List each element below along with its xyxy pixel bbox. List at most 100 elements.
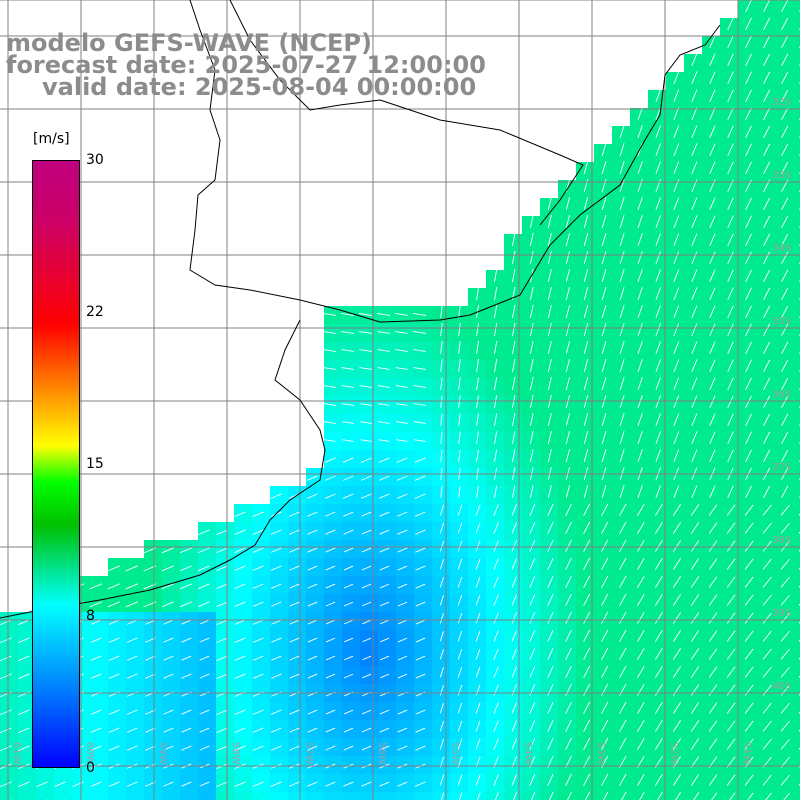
wind-arrow [18, 673, 30, 680]
wind-arrow [343, 601, 354, 607]
wind-arrow [693, 792, 700, 800]
wind-arrow [415, 565, 426, 571]
wind-arrow [457, 666, 463, 678]
wind-arrow [126, 709, 138, 715]
wind-arrow [476, 449, 479, 462]
wind-arrow [181, 619, 192, 625]
wind-arrow [762, 612, 772, 624]
wind-arrow [745, 323, 752, 336]
wind-arrow [270, 547, 282, 553]
wind-arrow [547, 268, 552, 283]
wind-arrow [529, 648, 536, 660]
wind-arrow [673, 269, 680, 283]
wind-arrow [639, 791, 645, 800]
wind-arrow [619, 161, 625, 175]
wind-arrow [781, 413, 789, 426]
wind-arrow [179, 583, 192, 590]
wind-arrow [511, 268, 516, 283]
wind-arrow [378, 475, 390, 481]
wind-arrow [565, 196, 571, 211]
wind-arrow [458, 340, 461, 355]
wind-arrow [359, 403, 372, 406]
wind-arrow [511, 720, 517, 732]
wind-arrow [762, 648, 772, 660]
wind-arrow [380, 619, 390, 625]
wind-arrow [763, 485, 771, 498]
wind-arrow [252, 745, 264, 751]
wind-arrow [216, 781, 228, 788]
wind-arrow [637, 197, 643, 211]
wind-cell [108, 792, 127, 800]
wind-arrow [781, 197, 789, 210]
wind-arrow [342, 439, 354, 442]
wind-arrow [307, 637, 318, 643]
wind-arrow [745, 413, 752, 426]
wind-arrow [198, 601, 210, 608]
wind-arrow [493, 738, 499, 750]
wind-arrow [18, 727, 30, 734]
wind-arrow [415, 745, 426, 751]
wind-arrow [709, 341, 716, 354]
wind-arrow [476, 286, 480, 301]
wind-arrow [126, 745, 138, 751]
wind-arrow [0, 781, 12, 788]
wind-arrow [709, 161, 716, 174]
wind-arrow [397, 745, 408, 751]
wind-arrow [763, 305, 771, 318]
wind-arrow [709, 323, 716, 336]
wind-arrow [780, 648, 790, 660]
wind-arrow [565, 376, 571, 391]
wind-arrow [601, 773, 609, 786]
wind-arrow [0, 745, 12, 752]
wind-arrow [565, 448, 571, 463]
wind-arrow [547, 340, 552, 355]
wind-arrow [619, 395, 625, 409]
longitude-label: 60W [84, 742, 95, 765]
wind-arrow [637, 269, 643, 283]
wind-arrow [583, 305, 589, 319]
wind-arrow [270, 781, 282, 787]
wind-arrow [0, 619, 12, 626]
wind-arrow [709, 35, 716, 48]
wind-cell [792, 612, 800, 631]
wind-arrow [458, 395, 461, 408]
wind-arrow [107, 601, 121, 608]
wind-arrow [413, 403, 426, 406]
wind-arrow [709, 377, 716, 390]
wind-arrow [413, 439, 426, 442]
wind-arrow [601, 359, 607, 373]
wind-arrow [362, 637, 372, 643]
wind-arrow [547, 575, 554, 588]
wind-arrow [763, 413, 771, 426]
wind-cell [252, 792, 271, 800]
wind-arrow [54, 781, 66, 788]
wind-arrow [621, 791, 627, 800]
wind-arrow [637, 575, 645, 588]
wind-cell [594, 792, 613, 800]
wind-cell [792, 180, 800, 199]
wind-cell [792, 666, 800, 685]
title-model: modelo GEFS-WAVE (NCEP) [6, 29, 372, 57]
wind-arrow [619, 323, 625, 337]
wind-arrow [690, 576, 700, 588]
wind-arrow [655, 630, 663, 642]
wind-arrow [475, 594, 481, 606]
wind-arrow [619, 449, 625, 463]
wind-arrow [763, 251, 771, 264]
wind-arrow [673, 89, 680, 103]
wind-arrow [672, 738, 681, 750]
wind-arrow [493, 558, 499, 570]
wind-arrow [325, 565, 336, 571]
wind-arrow [585, 791, 591, 800]
wind-arrow [397, 655, 408, 661]
wind-arrow [673, 323, 680, 337]
wind-arrow [781, 161, 789, 174]
wind-arrow [271, 709, 282, 715]
wind-arrow [397, 709, 408, 715]
wind-arrow [18, 619, 30, 626]
wind-arrow [726, 702, 736, 714]
wind-arrow [163, 745, 174, 751]
wind-arrow [583, 395, 589, 409]
wind-arrow [709, 53, 716, 66]
wind-arrow [583, 161, 589, 175]
